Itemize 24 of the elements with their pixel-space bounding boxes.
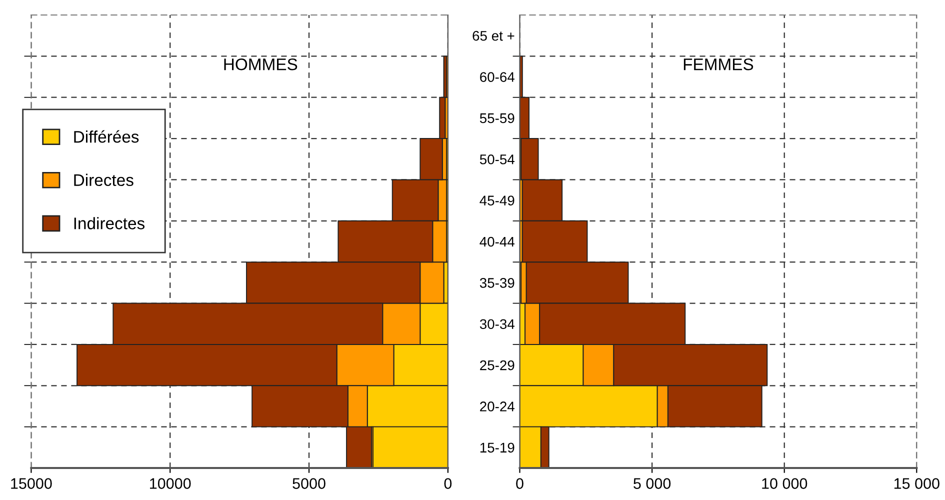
y-tick-label: 15-19	[480, 442, 514, 453]
y-tick-label: 25-29	[480, 360, 514, 370]
text: FEMMES	[684, 58, 754, 70]
text: HOMMES	[224, 58, 298, 70]
legend-label: Directes	[74, 174, 134, 186]
y-tick-label: 35-39	[480, 278, 514, 288]
x-tick-label: 10 000	[762, 478, 808, 489]
y-tick-label: 45-49	[480, 196, 514, 206]
x-tick-label: 15 000	[894, 478, 940, 489]
x-tick-label: 5000	[292, 478, 326, 489]
y-tick-label: 60-64	[480, 72, 514, 82]
y-tick-label: 50-54	[480, 154, 514, 164]
y-tick-label: 40-44	[480, 236, 514, 247]
y-tick-label: 30-34	[480, 319, 514, 330]
x-tick-label: 5 000	[634, 478, 671, 489]
x-tick-label: 10000	[150, 478, 191, 489]
x-tick-label: 15000	[11, 478, 52, 489]
legend-label: Indirectes	[74, 217, 145, 230]
y-tick-label: 65 et +	[472, 30, 514, 41]
y-tick-label: 55-59	[480, 113, 514, 124]
legend-label: Différées	[74, 130, 139, 143]
x-tick-label: 0	[444, 478, 452, 489]
x-tick-label: 0	[516, 478, 524, 489]
y-tick-label: 20-24	[480, 402, 514, 412]
